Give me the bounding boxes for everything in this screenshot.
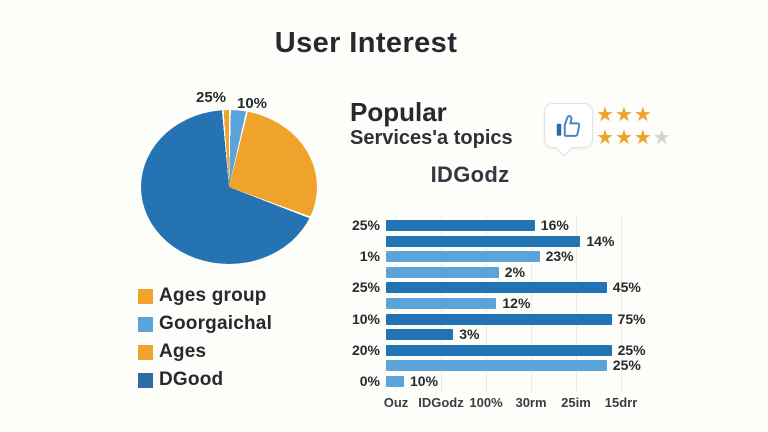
bar xyxy=(386,282,607,294)
bar xyxy=(386,298,497,309)
legend-item: DGood xyxy=(138,369,272,390)
star-empty-icon: ★ xyxy=(652,127,672,149)
bar-chart: 16% 25% 14% 23% 1% 2% 45% 25% 12% 75% 10% 3% 25% 20% 2… xyxy=(352,216,646,410)
gridline xyxy=(621,216,622,392)
bar-value-label: 16% xyxy=(540,217,569,233)
thumbs-up-badge xyxy=(544,103,593,148)
bar-value-label: 12% xyxy=(502,295,531,311)
pie-legend: Ages group Goorgaichal Ages DGood xyxy=(138,285,273,398)
bar xyxy=(386,360,607,372)
bar-value-label: 45% xyxy=(612,279,641,296)
pie-chart xyxy=(141,110,317,264)
legend-label: Ages xyxy=(159,341,207,362)
gridline xyxy=(576,216,577,392)
legend-label: Goorgaichal xyxy=(159,313,273,334)
bar-value-label: 2% xyxy=(504,263,526,280)
bar-value-label: 14% xyxy=(586,232,615,249)
bar xyxy=(386,376,404,387)
star-rating: ★★★ ★★★★ xyxy=(596,104,672,150)
x-axis-tick-label: 15drr xyxy=(604,395,638,410)
legend-swatch xyxy=(138,344,153,360)
bar xyxy=(386,266,499,278)
star-filled-icon: ★ xyxy=(633,104,653,126)
bar-value-label: 23% xyxy=(545,248,574,265)
bar xyxy=(386,220,535,231)
bar xyxy=(386,313,612,325)
legend-label: Ages group xyxy=(159,285,267,306)
pie-callout-label: 25% xyxy=(196,89,227,106)
bar xyxy=(386,344,612,356)
y-axis-tick-label: 1% xyxy=(359,248,380,265)
star-filled-icon: ★ xyxy=(614,104,634,126)
x-axis-tick-label: 25im xyxy=(561,395,591,410)
star-row: ★★★ xyxy=(596,104,672,127)
x-axis-tick-label: IDGodz xyxy=(418,395,464,410)
legend-item: Ages xyxy=(138,341,272,362)
page-title: User Interest xyxy=(274,27,458,59)
x-axis-tick-label: 30rm xyxy=(515,395,547,410)
star-row: ★★★★ xyxy=(596,127,672,150)
section-subheading: Services'a topics xyxy=(350,127,513,149)
bar-chart-title: IDGodz xyxy=(430,162,510,187)
bar-value-label: 3% xyxy=(459,326,480,343)
star-filled-icon: ★ xyxy=(633,127,653,149)
legend-item: Ages group xyxy=(138,285,272,306)
legend-label: DGood xyxy=(159,369,224,390)
x-axis-tick-label: 100% xyxy=(469,395,503,410)
y-axis-tick-label: 25% xyxy=(351,279,380,296)
bar xyxy=(386,251,540,263)
bar-value-label: 75% xyxy=(617,310,646,327)
y-axis-tick-label: 10% xyxy=(351,310,380,327)
x-axis-tick-label: Ouz xyxy=(383,395,409,410)
legend-swatch xyxy=(138,372,153,388)
legend-swatch xyxy=(138,288,153,304)
star-filled-icon: ★ xyxy=(614,127,634,149)
bar xyxy=(386,235,581,247)
y-axis-tick-label: 25% xyxy=(351,217,380,233)
thumbs-up-icon xyxy=(556,114,580,137)
y-axis-tick-label: 0% xyxy=(359,373,380,389)
pie-callout-label: 10% xyxy=(237,95,268,112)
star-filled-icon: ★ xyxy=(596,127,615,149)
legend-item: Goorgaichal xyxy=(138,313,273,334)
legend-swatch xyxy=(138,316,153,332)
gridline xyxy=(531,216,532,392)
y-axis-tick-label: 20% xyxy=(351,341,380,358)
bar xyxy=(386,329,454,341)
section-heading: Popular xyxy=(350,97,447,127)
star-filled-icon: ★ xyxy=(596,104,615,126)
bar-value-label: 10% xyxy=(410,373,439,389)
bar-value-label: 25% xyxy=(617,341,646,358)
bar-value-label: 25% xyxy=(612,357,641,374)
